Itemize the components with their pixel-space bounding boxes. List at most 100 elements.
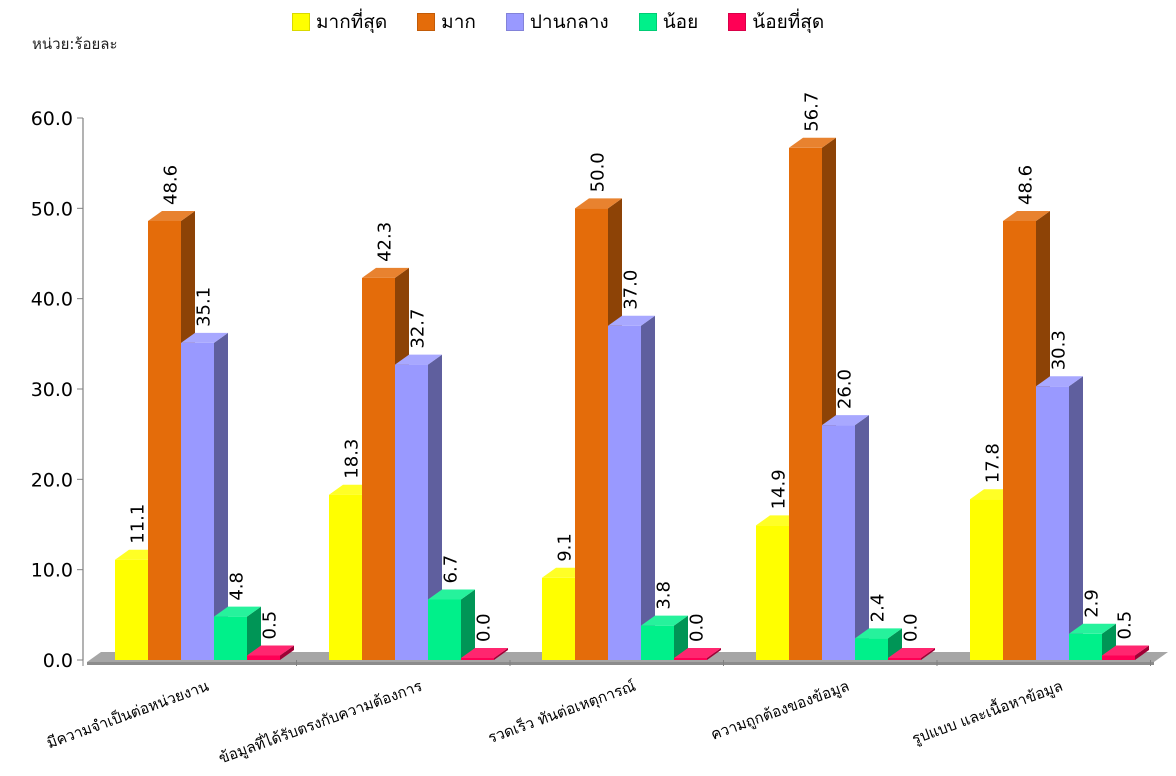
bar [855, 638, 888, 660]
y-tick-label: 10.0 [31, 560, 73, 582]
data-label: 48.6 [161, 165, 182, 205]
bar [888, 658, 921, 660]
data-label: 6.7 [441, 555, 462, 584]
bar [148, 220, 181, 661]
bar-side [280, 645, 294, 660]
bar [214, 616, 247, 660]
bar [1069, 633, 1102, 660]
bar [756, 525, 789, 660]
data-label: 0.0 [474, 613, 495, 642]
bar-side [855, 415, 869, 660]
bar-top [395, 354, 442, 365]
y-tick-label: 30.0 [31, 379, 73, 401]
bar [608, 325, 641, 660]
data-label: 3.8 [654, 581, 675, 610]
y-tick-label: 40.0 [31, 289, 73, 311]
legend-label-little: น้อย [662, 11, 699, 33]
bar-side [641, 315, 655, 660]
bar-top [674, 648, 721, 658]
data-label: 50.0 [588, 152, 609, 192]
chart-floor-edge [87, 662, 1154, 665]
bar [575, 208, 608, 661]
bar-side [1069, 376, 1083, 660]
bar-side [428, 354, 442, 660]
bar-top [575, 198, 622, 209]
category-label: รวดเร็ว ทันต่อเหตุการณ์ [485, 676, 638, 748]
bar [1003, 220, 1036, 661]
bar [362, 277, 395, 660]
legend-label-least: น้อยที่สุด [752, 11, 825, 33]
bar-top [822, 415, 869, 426]
data-label: 2.4 [868, 594, 889, 623]
bar-top [1069, 623, 1116, 634]
data-label: 30.3 [1049, 330, 1070, 370]
bar [789, 147, 822, 660]
data-label: 17.8 [983, 443, 1004, 483]
bar-top [362, 267, 409, 278]
unit-label: หน่วย:ร้อยละ [32, 35, 118, 53]
category-label: ความถูกต้องของข้อมูล [708, 677, 851, 744]
bar-top [461, 648, 508, 658]
bar-top [148, 210, 195, 221]
bar [115, 559, 148, 660]
y-tick-label: 60.0 [31, 108, 73, 130]
bar [428, 599, 461, 660]
legend-swatch-much [417, 13, 436, 31]
bar [247, 655, 280, 660]
bar [329, 494, 362, 660]
data-label: 14.9 [769, 469, 790, 509]
bar-top [247, 645, 294, 656]
y-tick-label: 50.0 [31, 198, 73, 220]
legend-item-little: น้อย [638, 8, 699, 36]
legend-swatch-moderate [505, 13, 524, 31]
bar-side [461, 589, 475, 660]
bar-top [789, 137, 836, 148]
legend-item-least: น้อยที่สุด [728, 8, 824, 36]
legend-item-moderate: ปานกลาง [505, 8, 609, 36]
data-label: 11.1 [128, 504, 149, 544]
data-label: 9.1 [555, 533, 576, 562]
legend-item-most: มากที่สุด [292, 8, 387, 36]
bar-top [214, 606, 261, 617]
bar [1036, 386, 1069, 660]
y-tick-label: 0.0 [43, 650, 73, 672]
bar-side [674, 615, 688, 660]
bar-side [921, 648, 935, 660]
data-label: 2.9 [1082, 589, 1103, 618]
data-label: 35.1 [194, 287, 215, 327]
bar [542, 577, 575, 660]
bar-top [641, 615, 688, 626]
chart-legend: มากที่สุด มาก ปานกลาง น้อย น้อยที่สุด [292, 8, 854, 36]
data-label: 37.0 [621, 270, 642, 310]
bar-top [1003, 210, 1050, 221]
bar-top [181, 332, 228, 343]
bar [1102, 655, 1135, 660]
legend-label-much: มาก [441, 11, 476, 33]
bar [970, 499, 1003, 660]
bar [181, 342, 214, 660]
bar-top [855, 628, 902, 639]
bar-side [707, 648, 721, 660]
bar-side [247, 606, 261, 660]
data-label: 42.3 [375, 222, 396, 262]
data-label: 26.0 [835, 369, 856, 409]
data-label: 0.5 [260, 611, 281, 640]
data-label: 0.0 [901, 613, 922, 642]
category-label: รูปแบบ และเนื้อหาข้อมูล [909, 675, 1065, 748]
y-tick-label: 20.0 [31, 469, 73, 491]
data-label: 18.3 [342, 439, 363, 479]
legend-swatch-least [728, 13, 747, 31]
data-label: 0.0 [687, 613, 708, 642]
bar [822, 425, 855, 660]
bar-top [428, 589, 475, 600]
category-label: มีความจำเป็นต่อหน่วยงาน [44, 676, 211, 752]
data-label: 0.5 [1115, 611, 1136, 640]
bar-top [608, 315, 655, 326]
data-label: 32.7 [408, 309, 429, 349]
bar-side [214, 332, 228, 660]
bar-side [1135, 645, 1149, 660]
bar-side [494, 648, 508, 660]
bar [641, 625, 674, 660]
bar [674, 658, 707, 660]
